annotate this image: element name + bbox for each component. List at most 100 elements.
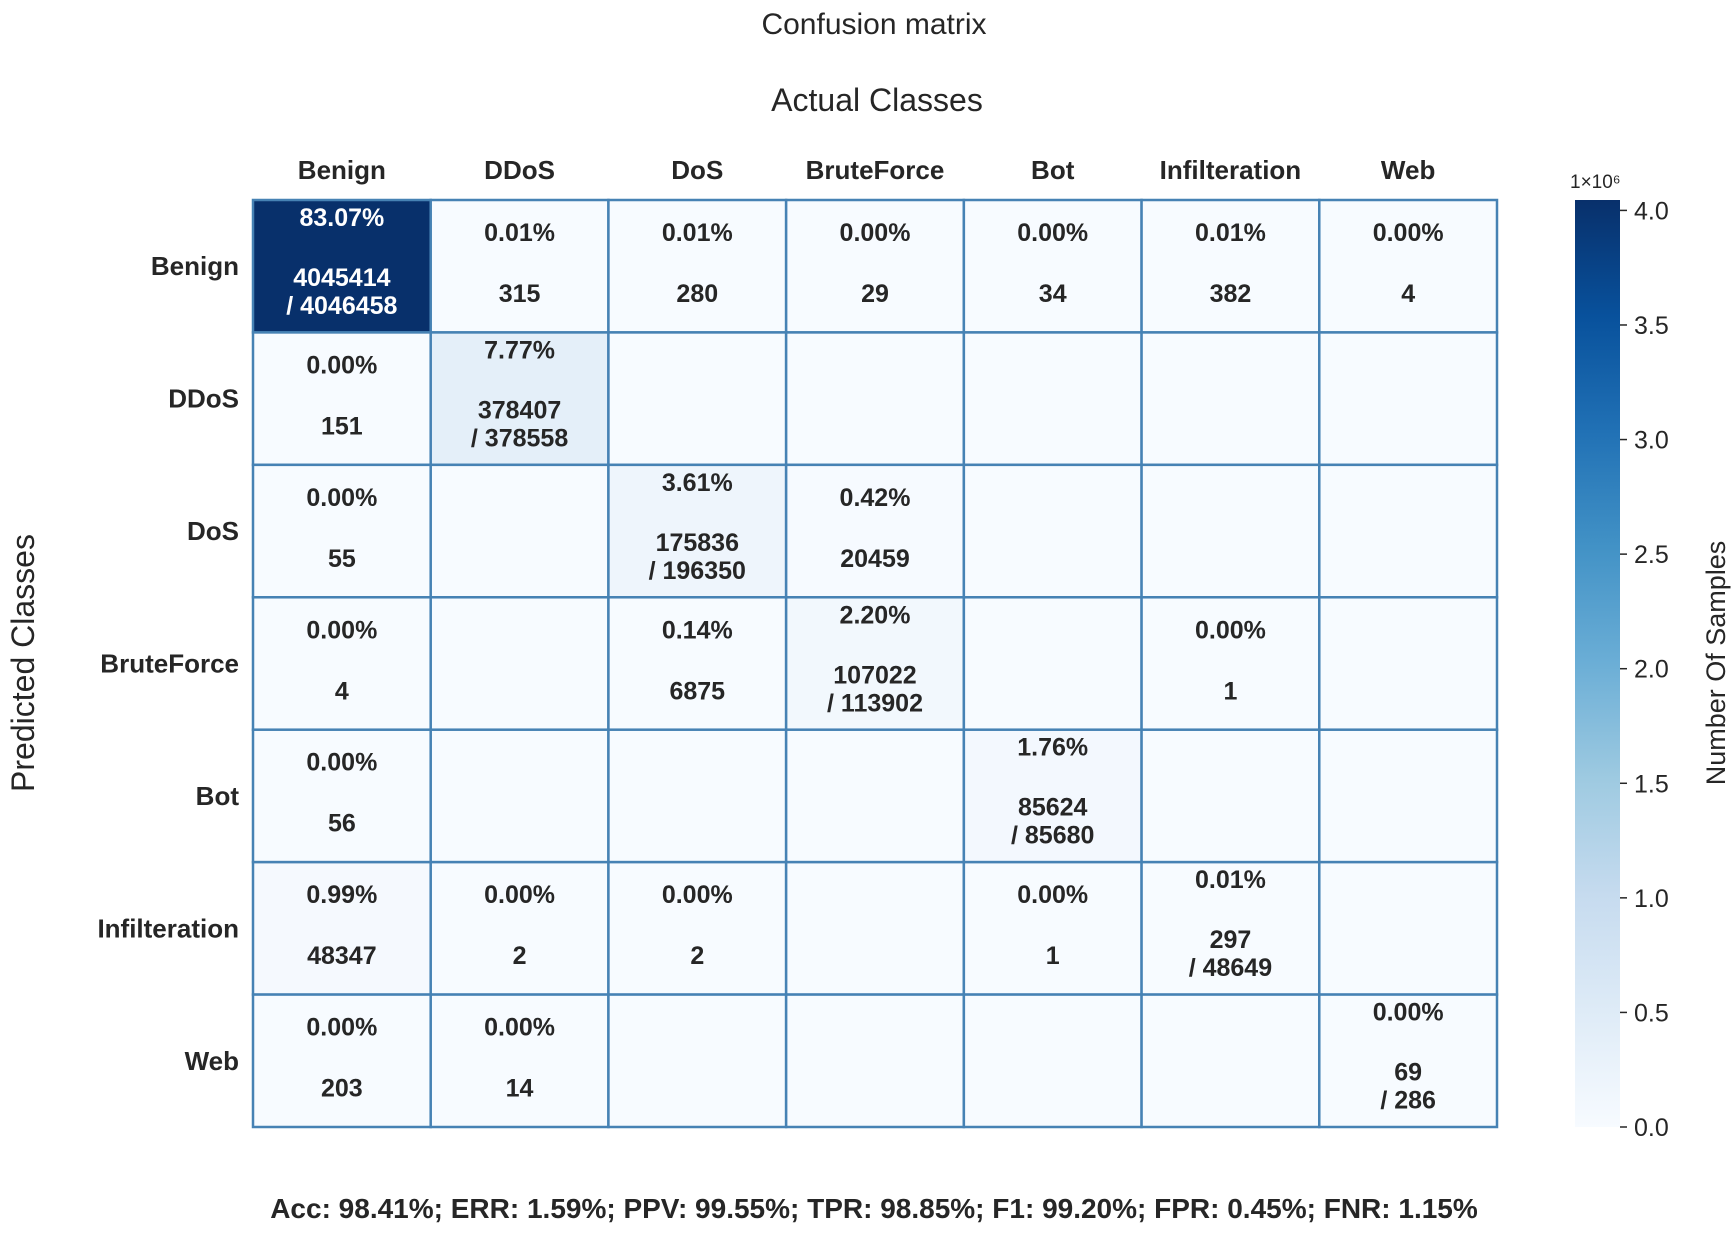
cell-percent: 0.00%	[1195, 616, 1266, 644]
cell-total: / 286	[1380, 1087, 1436, 1115]
x-tick-label: Infilteration	[1160, 155, 1302, 185]
cell-background	[1140, 331, 1321, 467]
cell-percent: 0.00%	[484, 881, 555, 909]
cell-background	[429, 198, 610, 334]
cell-background	[784, 463, 966, 599]
matrix-cell: 0.42% 20459	[784, 463, 966, 599]
cell-percent: 0.00%	[1017, 881, 1088, 909]
matrix-cell: 0.00% 1	[1140, 596, 1321, 731]
matrix-cell: 0.00% 1	[962, 860, 1143, 996]
matrix-cell: 0.00% 34	[962, 198, 1143, 334]
cell-percent: 0.99%	[306, 881, 377, 909]
cell-count: 69	[1394, 1059, 1422, 1087]
matrix-cell	[1140, 331, 1321, 467]
matrix-cell: 0.00% 151	[251, 331, 432, 467]
cell-background	[251, 728, 432, 864]
cell-percent: 0.01%	[484, 219, 555, 247]
x-tick-label: DDoS	[484, 155, 555, 185]
cell-background	[962, 463, 1143, 599]
x-axis-label: Actual Classes	[771, 82, 983, 118]
colorbar-label: Number Of Samples	[1701, 541, 1731, 786]
matrix-cell: 0.00% 56	[251, 728, 432, 864]
matrix-cell	[607, 993, 788, 1129]
colorbar-multiplier: 1×10⁶	[1570, 172, 1621, 193]
cell-percent: 0.01%	[1195, 866, 1266, 894]
cell-background	[251, 331, 432, 467]
cell-background	[1140, 596, 1321, 731]
matrix-cell	[607, 331, 788, 467]
cell-count: 48347	[307, 942, 377, 970]
cell-percent: 0.00%	[306, 351, 377, 379]
cell-count: 203	[321, 1075, 363, 1103]
matrix-cell: 0.00% 2	[429, 860, 610, 996]
cell-total: / 48649	[1189, 954, 1272, 982]
matrix-cell: 0.00% 4	[251, 596, 432, 731]
colorbar-tick-label: 3.5	[1634, 312, 1669, 340]
cell-count: 175836	[656, 529, 739, 557]
cell-background	[962, 860, 1143, 996]
cell-percent: 83.07%	[299, 204, 384, 232]
cell-count: 151	[321, 412, 363, 440]
matrix-cell	[429, 728, 610, 864]
matrix-cell: 0.00% 55	[251, 463, 432, 599]
cell-percent: 1.76%	[1017, 734, 1088, 762]
cell-background	[251, 463, 432, 599]
cell-count: 34	[1039, 280, 1067, 308]
y-tick-label: BruteForce	[100, 649, 239, 679]
matrix-cell	[962, 331, 1143, 467]
matrix-cell	[784, 331, 966, 467]
matrix-cell	[962, 596, 1143, 731]
cell-background	[1140, 463, 1321, 599]
cell-background	[1140, 198, 1321, 334]
cell-percent: 0.00%	[306, 616, 377, 644]
cell-count: 55	[328, 545, 356, 573]
matrix-cell: 0.00% 4	[1318, 198, 1499, 334]
cell-percent: 0.00%	[306, 1014, 377, 1042]
matrix-cell: 0.00% 14	[429, 993, 610, 1129]
colorbar-tick-label: 2.5	[1634, 541, 1669, 569]
cell-percent: 0.00%	[840, 219, 911, 247]
cell-percent: 0.00%	[306, 484, 377, 512]
colorbar	[1575, 200, 1620, 1127]
cell-background	[1140, 860, 1321, 996]
matrix-cell	[784, 728, 966, 864]
cell-total: / 113902	[827, 689, 923, 717]
y-tick-label: Benign	[151, 251, 239, 281]
metrics-footer: Acc: 98.41%; ERR: 1.59%; PPV: 99.55%; TP…	[270, 1193, 1478, 1224]
matrix-cell: 7.77% 378407/ 378558	[429, 331, 610, 467]
matrix-cell: 0.01% 280	[607, 198, 788, 334]
y-tick-label: Infilteration	[97, 913, 239, 943]
x-tick-label: BruteForce	[806, 155, 945, 185]
cell-count: 4	[335, 677, 349, 705]
cell-background	[1318, 993, 1499, 1129]
cell-count: 14	[506, 1075, 534, 1103]
cell-background	[784, 728, 966, 864]
cell-count: 382	[1210, 280, 1252, 308]
cell-percent: 7.77%	[484, 336, 555, 364]
cell-background	[784, 331, 966, 467]
cell-background	[607, 993, 788, 1129]
matrix-cell	[429, 596, 610, 731]
cell-background	[607, 596, 788, 731]
cell-background	[429, 993, 610, 1129]
matrix-cell: 3.61% 175836/ 196350	[607, 463, 788, 599]
cell-background	[429, 728, 610, 864]
colorbar-tick-label: 1.0	[1634, 885, 1669, 913]
matrix-cell: 0.99% 48347	[251, 860, 432, 996]
matrix-cell: 0.00% 2	[607, 860, 788, 996]
cell-count: 56	[328, 810, 356, 838]
colorbar-tick-label: 0.5	[1634, 999, 1669, 1027]
cell-background	[962, 728, 1143, 864]
cell-background	[1318, 596, 1499, 731]
matrix-cell	[962, 993, 1143, 1129]
cell-percent: 0.00%	[1373, 999, 1444, 1027]
cell-percent: 2.20%	[840, 601, 911, 629]
matrix-cell	[1140, 993, 1321, 1129]
matrix-cell: 0.00% 69/ 286	[1318, 993, 1499, 1129]
cell-total: / 4046458	[286, 292, 397, 320]
cell-percent: 0.01%	[662, 219, 733, 247]
colorbar-tick-label: 4.0	[1634, 197, 1669, 225]
cell-background	[1318, 331, 1499, 467]
cell-background	[962, 596, 1143, 731]
matrix-cell	[429, 463, 610, 599]
